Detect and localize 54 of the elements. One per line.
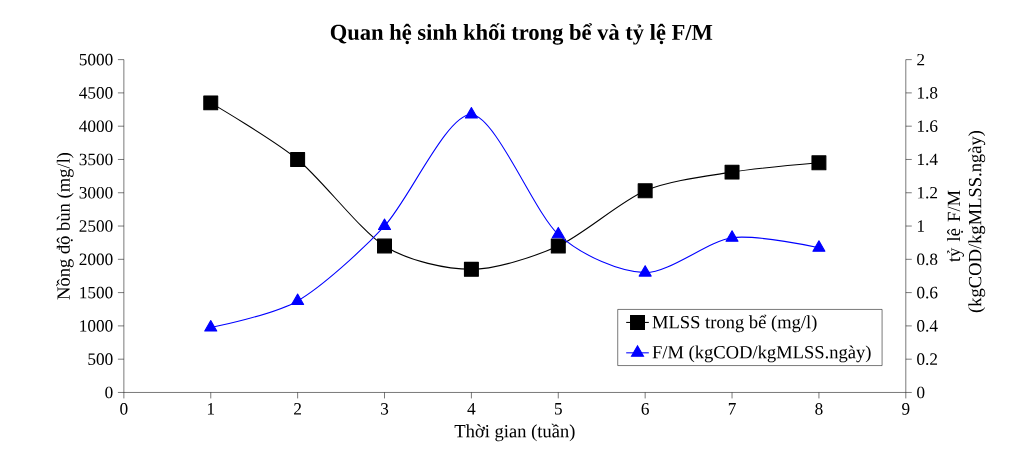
y2-axis-title: tỷ lệ F/M (kgCOD/kgMLSS.ngày) bbox=[947, 130, 986, 313]
y-axis-title: Nồng độ bùn (mg/l) bbox=[56, 152, 74, 300]
point bbox=[291, 293, 305, 305]
point bbox=[204, 320, 218, 332]
y-tick-label: 1500 bbox=[80, 286, 113, 299]
y2-tick-label: 0.4 bbox=[917, 320, 938, 332]
point bbox=[203, 95, 219, 111]
y2-tick-label: 0.8 bbox=[917, 253, 938, 266]
legend-label: F/M (kgCOD/kgMLSS.ngày) bbox=[652, 345, 871, 363]
point bbox=[464, 107, 478, 119]
point bbox=[290, 152, 306, 167]
y2-tick-label: 0 bbox=[917, 386, 925, 399]
y2-tick-label: 1.4 bbox=[917, 153, 938, 166]
y2-tick-label: 1.2 bbox=[917, 186, 938, 199]
x-tick-label: 4 bbox=[467, 403, 476, 415]
y2-tick-label: 1 bbox=[917, 220, 925, 232]
y-tick-label: 4000 bbox=[79, 120, 113, 133]
y-tick-label: 3500 bbox=[79, 153, 113, 166]
y-tick-label: 1000 bbox=[80, 320, 113, 332]
point bbox=[463, 261, 479, 277]
chart-title: Quan hệ sinh khối trong bể và tỷ lệ F/M bbox=[330, 23, 713, 45]
y-tick-label: 4500 bbox=[79, 87, 113, 99]
y2-tick-label: 2 bbox=[917, 53, 925, 66]
point bbox=[812, 240, 826, 252]
legend-label: MLSS trong bể (mg/l) bbox=[652, 314, 817, 333]
y2-tick-label: 1.8 bbox=[917, 87, 938, 99]
point bbox=[724, 164, 740, 180]
x-tick-label: 5 bbox=[554, 403, 562, 415]
point bbox=[637, 183, 653, 199]
y-tick-label: 2500 bbox=[79, 220, 113, 232]
y-tick-label: 5000 bbox=[79, 53, 113, 66]
y2-tick-label: 0.2 bbox=[917, 353, 938, 366]
x-tick-label: 6 bbox=[641, 403, 649, 415]
y-tick-label: 2000 bbox=[79, 253, 113, 266]
x-tick-label: 9 bbox=[902, 403, 910, 415]
y-tick-label: 3000 bbox=[79, 186, 113, 199]
y-tick-label: 0 bbox=[105, 386, 113, 399]
y2-tick-label: 0.6 bbox=[917, 286, 938, 299]
point bbox=[550, 238, 566, 254]
point bbox=[811, 155, 827, 171]
x-tick-label: 3 bbox=[381, 403, 389, 415]
y-tick-label: 500 bbox=[88, 353, 113, 366]
point bbox=[725, 230, 739, 242]
y2-tick-label: 1.6 bbox=[917, 120, 938, 133]
point bbox=[377, 238, 392, 254]
x-tick-label: 2 bbox=[294, 403, 301, 415]
x-tick-label: 0 bbox=[120, 403, 128, 415]
point bbox=[551, 226, 565, 239]
x-tick-label: 8 bbox=[815, 403, 823, 415]
x-axis-title: Thời gian (tuần) bbox=[454, 423, 575, 442]
x-tick-label: 7 bbox=[728, 403, 736, 415]
point bbox=[638, 265, 652, 277]
x-tick-label: 1 bbox=[207, 403, 215, 415]
point bbox=[377, 218, 392, 231]
